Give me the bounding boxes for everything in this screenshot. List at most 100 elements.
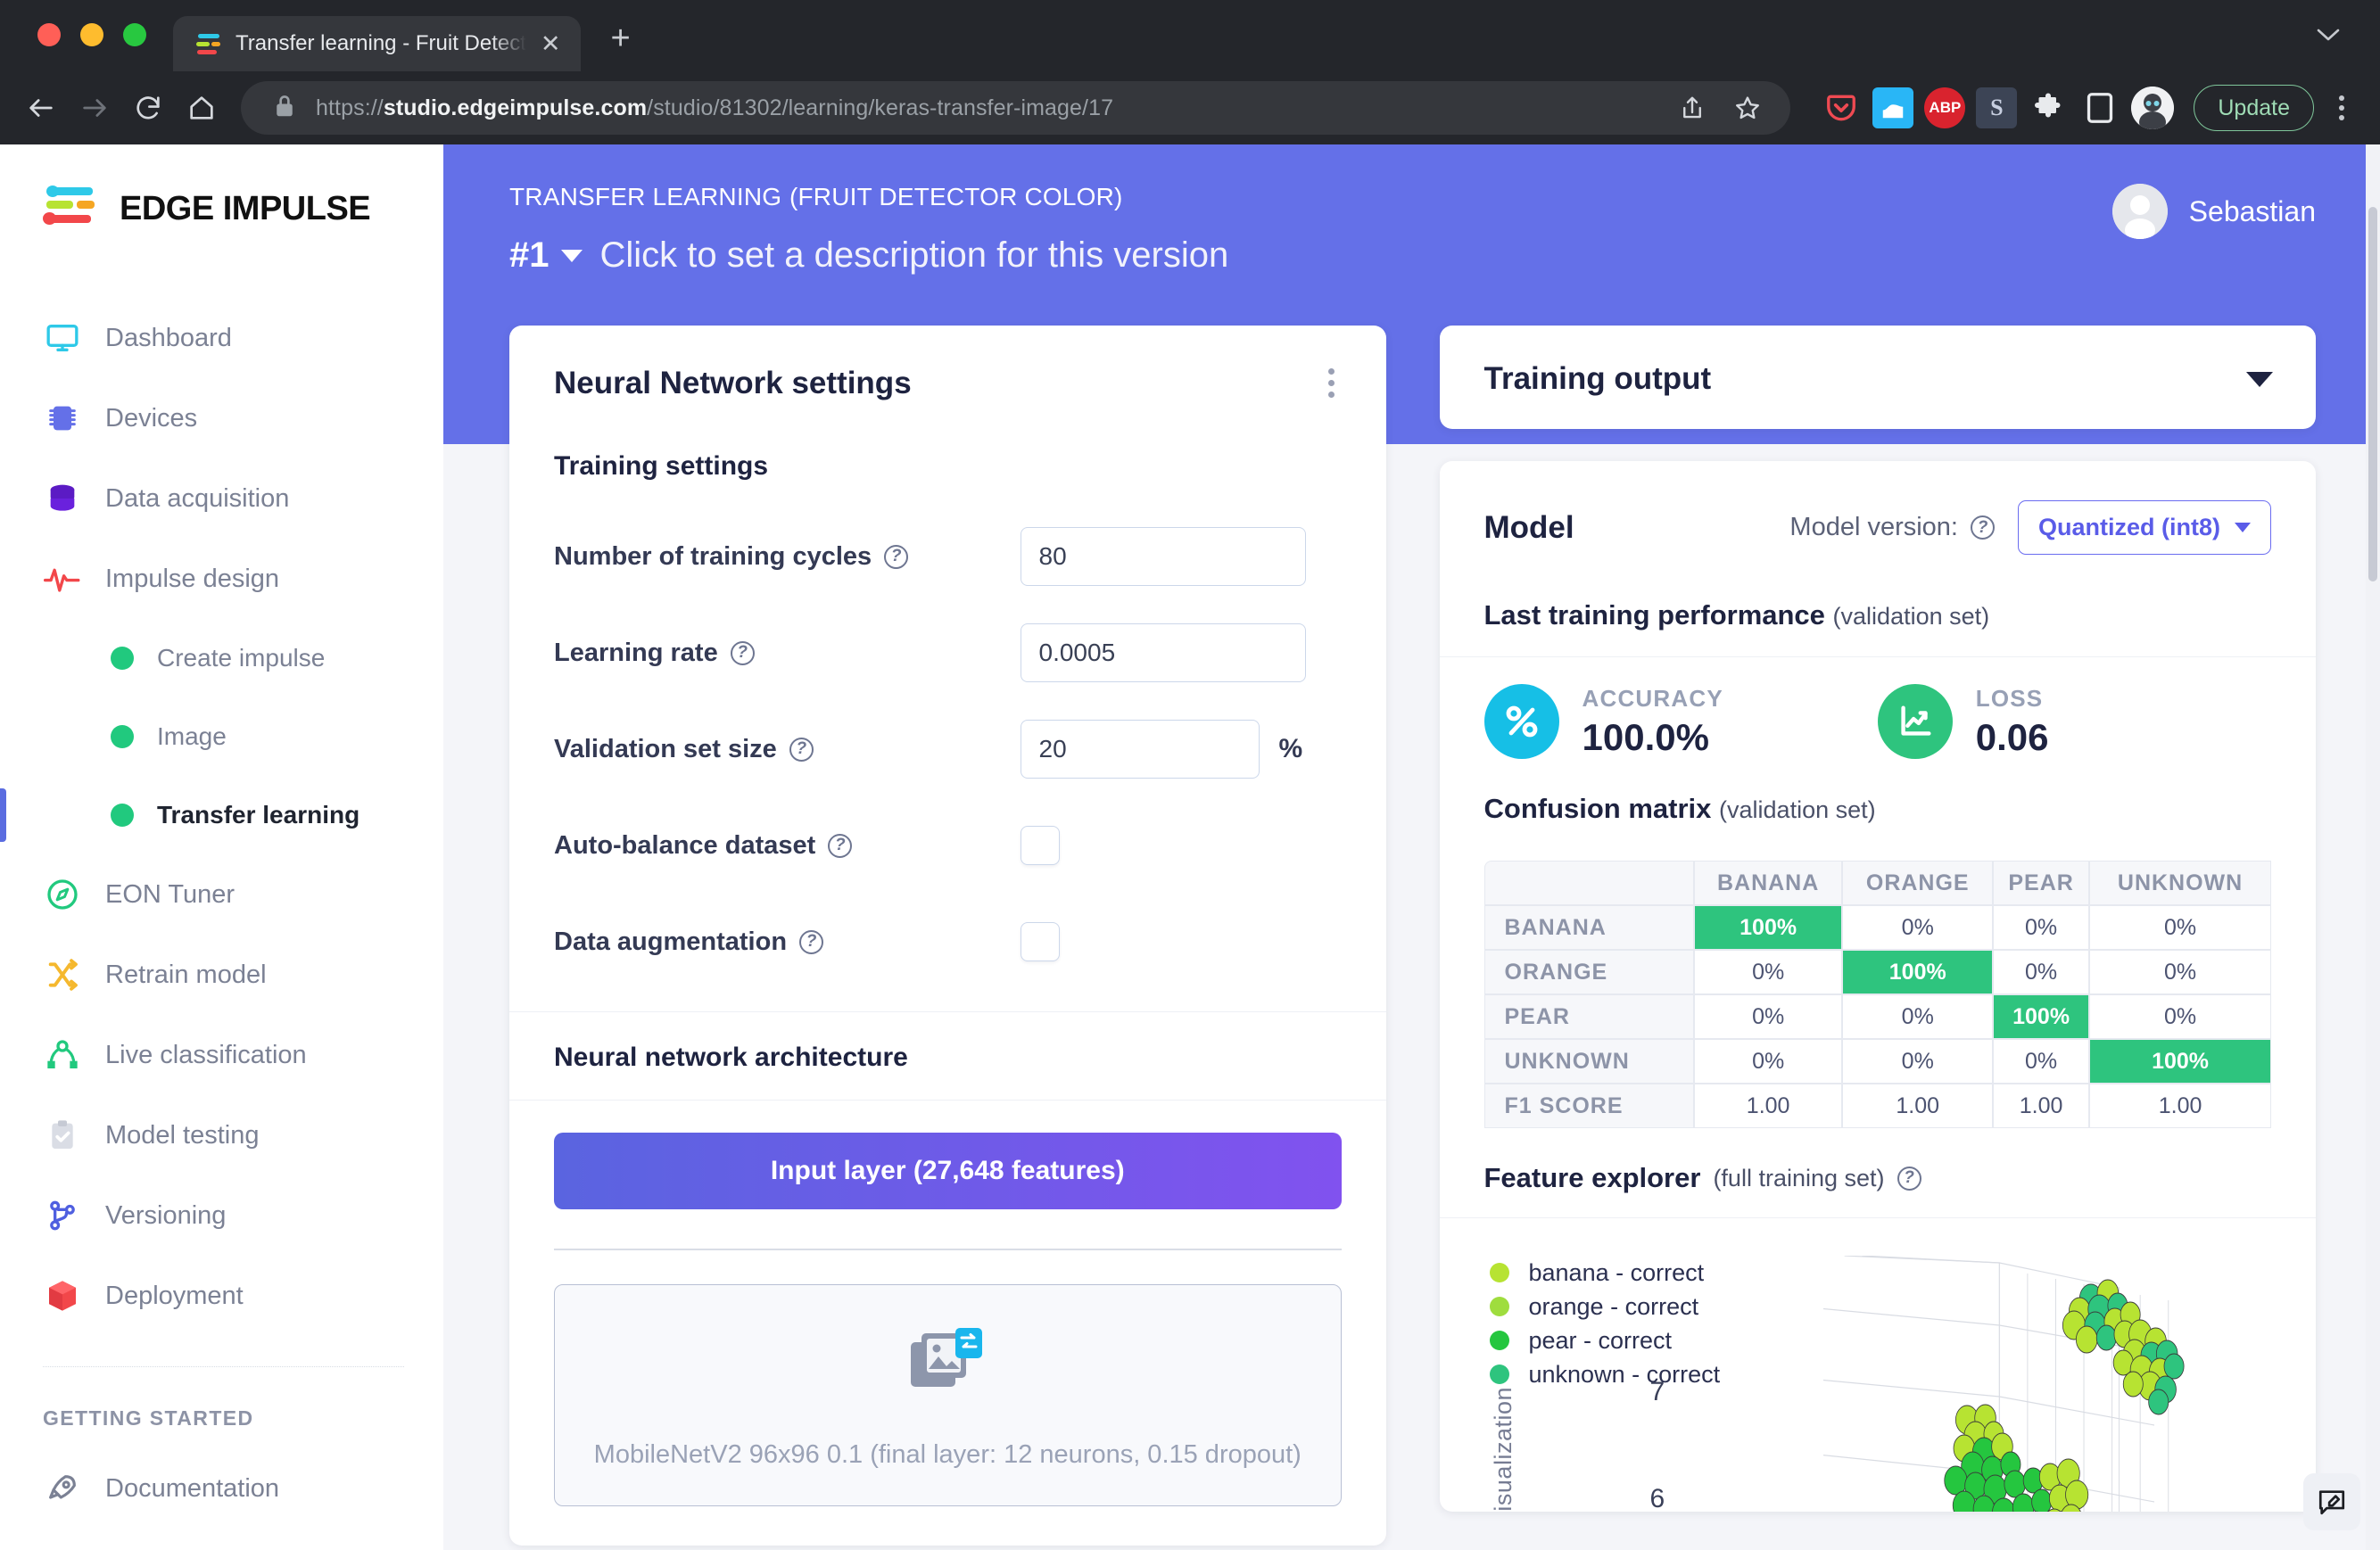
cell: 100% bbox=[2089, 1039, 2271, 1084]
model-version-select[interactable]: Quantized (int8) bbox=[2018, 500, 2271, 555]
feature-explorer-plot[interactable] bbox=[1808, 1255, 2317, 1512]
forward-arrow-icon[interactable] bbox=[70, 83, 120, 133]
brand-name: EDGE IMPULSE bbox=[120, 189, 371, 227]
legend-label: orange - correct bbox=[1528, 1292, 1699, 1320]
back-arrow-icon[interactable] bbox=[16, 83, 66, 133]
s-extension-icon[interactable]: S bbox=[1976, 87, 2018, 128]
table-row: ORANGE 0% 100% 0% 0% bbox=[1483, 950, 2271, 994]
training-output-header[interactable]: Training output bbox=[1440, 326, 2317, 429]
help-icon[interactable]: ? bbox=[884, 544, 909, 569]
training-cycles-input[interactable] bbox=[1020, 527, 1306, 586]
kebab-menu-icon[interactable] bbox=[2325, 95, 2357, 120]
learning-rate-input[interactable] bbox=[1020, 623, 1306, 682]
cell: 100% bbox=[1993, 994, 2090, 1039]
sidebar-item-impulse-design[interactable]: Impulse design bbox=[0, 539, 443, 619]
feedback-edit-icon[interactable] bbox=[2303, 1473, 2360, 1530]
side-panel-icon[interactable] bbox=[2079, 87, 2120, 128]
shuffle-icon bbox=[43, 955, 82, 994]
sidebar-item-data-acquisition[interactable]: Data acquisition bbox=[0, 458, 443, 539]
help-icon[interactable]: ? bbox=[730, 640, 755, 665]
sidebar-item-dashboard[interactable]: Dashboard bbox=[0, 298, 443, 378]
minimize-window-button[interactable] bbox=[80, 23, 103, 46]
sidebar-item-versioning[interactable]: Versioning bbox=[0, 1175, 443, 1256]
chevron-down-icon[interactable] bbox=[2316, 25, 2380, 71]
scrollbar-thumb[interactable] bbox=[2368, 207, 2377, 581]
chip-icon bbox=[43, 399, 82, 438]
scrollbar[interactable] bbox=[2366, 144, 2380, 1550]
sidebar-item-devices[interactable]: Devices bbox=[0, 378, 443, 458]
data-augmentation-checkbox[interactable] bbox=[1020, 922, 1060, 961]
box-icon bbox=[43, 1276, 82, 1315]
legend-label: unknown - correct bbox=[1528, 1360, 1721, 1388]
chevron-down-icon bbox=[560, 249, 583, 262]
validation-set-size-input[interactable] bbox=[1020, 720, 1260, 779]
y-axis-tick: 6 bbox=[1649, 1484, 1665, 1512]
metric-label: ACCURACY bbox=[1582, 684, 1723, 712]
sidebar-item-transfer-learning[interactable]: Transfer learning bbox=[0, 776, 443, 854]
sidebar-item-label: Impulse design bbox=[105, 564, 280, 593]
address-bar[interactable]: https://studio.edgeimpulse.com/studio/81… bbox=[241, 81, 1791, 135]
sidebar-item-eon-tuner[interactable]: EON Tuner bbox=[0, 854, 443, 935]
y-axis-tick: 7 bbox=[1649, 1377, 1665, 1406]
sidebar-item-create-impulse[interactable]: Create impulse bbox=[0, 619, 443, 697]
list-item[interactable]: unknown - correct bbox=[1489, 1357, 1823, 1391]
sidebar-item-deployment[interactable]: Deployment bbox=[0, 1256, 443, 1336]
auto-balance-checkbox[interactable] bbox=[1020, 826, 1060, 865]
list-item[interactable]: banana - correct bbox=[1489, 1256, 1823, 1290]
brand-logo[interactable]: EDGE IMPULSE bbox=[0, 166, 443, 232]
table-corner-cell bbox=[1483, 861, 1694, 905]
model-version-label-text: Model version: bbox=[1789, 513, 1958, 541]
column-header: ORANGE bbox=[1842, 861, 1994, 905]
input-layer-block[interactable]: Input layer (27,648 features) bbox=[554, 1133, 1342, 1209]
new-tab-button[interactable]: + bbox=[610, 20, 631, 57]
architecture-separator bbox=[554, 1249, 1342, 1250]
version-description-placeholder[interactable]: Click to set a description for this vers… bbox=[599, 235, 1229, 275]
user-menu[interactable]: Sebastian bbox=[2111, 184, 2316, 239]
star-icon[interactable] bbox=[1723, 83, 1773, 133]
sidebar-item-documentation[interactable]: Documentation bbox=[0, 1448, 443, 1529]
table-row: PEAR 0% 0% 100% 0% bbox=[1483, 994, 2271, 1039]
help-icon[interactable]: ? bbox=[1897, 1166, 1921, 1191]
column-header: PEAR bbox=[1993, 861, 2090, 905]
update-button[interactable]: Update bbox=[2194, 85, 2314, 131]
sidebar-divider bbox=[43, 1366, 404, 1367]
browser-tab[interactable]: Transfer learning - Fruit Detect ✕ bbox=[173, 16, 581, 71]
help-icon[interactable]: ? bbox=[799, 929, 824, 954]
cell: 100% bbox=[1842, 950, 1994, 994]
legend-label: pear - correct bbox=[1528, 1326, 1673, 1354]
help-icon[interactable]: ? bbox=[828, 833, 853, 858]
cell: 0% bbox=[1993, 1039, 2090, 1084]
edge-impulse-favicon bbox=[196, 31, 221, 56]
cell: 0% bbox=[2089, 950, 2271, 994]
list-item[interactable]: orange - correct bbox=[1489, 1290, 1823, 1323]
sidebar-item-live-classification[interactable]: Live classification bbox=[0, 1015, 443, 1095]
clipboard-check-icon bbox=[43, 1116, 82, 1155]
close-icon[interactable]: ✕ bbox=[540, 29, 561, 57]
home-icon[interactable] bbox=[177, 83, 227, 133]
row-header: BANANA bbox=[1483, 905, 1694, 950]
sidebar-item-model-testing[interactable]: Model testing bbox=[0, 1095, 443, 1175]
share-icon[interactable] bbox=[1667, 83, 1717, 133]
pocket-icon[interactable] bbox=[1821, 87, 1862, 128]
adblock-plus-icon[interactable]: ABP bbox=[1924, 87, 1966, 128]
sidebar-item-retrain-model[interactable]: Retrain model bbox=[0, 935, 443, 1015]
list-item[interactable]: pear - correct bbox=[1489, 1323, 1823, 1357]
reload-icon[interactable] bbox=[123, 83, 173, 133]
sidebar-item-image[interactable]: Image bbox=[0, 697, 443, 776]
compass-icon bbox=[43, 875, 82, 914]
avatar[interactable] bbox=[2131, 87, 2175, 129]
help-icon[interactable]: ? bbox=[1971, 515, 1995, 540]
version-selector[interactable]: #1 bbox=[509, 235, 583, 276]
version-number: #1 bbox=[509, 235, 550, 275]
chevron-down-icon[interactable] bbox=[2246, 371, 2273, 387]
close-window-button[interactable] bbox=[37, 23, 61, 46]
sidebar-item-label: EON Tuner bbox=[105, 879, 236, 909]
blue-note-icon[interactable] bbox=[1872, 87, 1914, 128]
maximize-window-button[interactable] bbox=[123, 23, 146, 46]
help-icon[interactable]: ? bbox=[789, 737, 814, 762]
kebab-menu-icon[interactable] bbox=[1319, 361, 1343, 405]
puzzle-extensions-icon[interactable] bbox=[2028, 87, 2069, 128]
network-block[interactable]: MobileNetV2 96x96 0.1 (final layer: 12 n… bbox=[554, 1284, 1342, 1506]
cell: 1.00 bbox=[1842, 1084, 1994, 1128]
legend-dot-pear bbox=[1489, 1331, 1509, 1350]
